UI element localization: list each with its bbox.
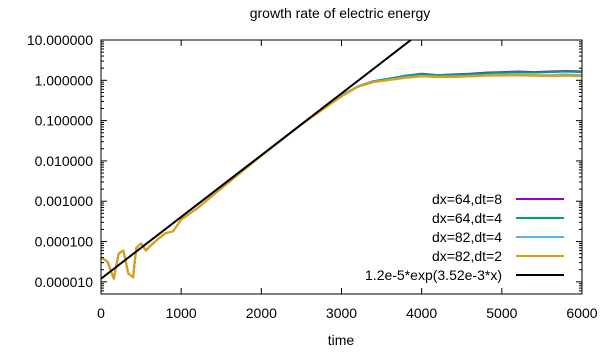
legend: dx=64,dt=8 dx=64,dt=4 dx=82,dt=4 dx=82,dt=2… — [365, 191, 564, 283]
y-tick-label: 0.010000 — [35, 153, 94, 169]
series-line-1 — [101, 70, 582, 280]
series-line-5 — [101, 40, 413, 280]
y-tick-label: 0.000100 — [35, 234, 94, 250]
series-line-4 — [101, 74, 582, 280]
x-tick-label: 3000 — [326, 305, 357, 321]
x-axis: 0 1000 2000 3000 4000 5000 6000 — [97, 40, 598, 321]
series-line-3 — [101, 73, 582, 280]
y-tick-label: 1.000000 — [35, 72, 94, 88]
legend-label: dx=64,dt=8 — [432, 191, 502, 207]
chart-title: growth rate of electric energy — [250, 5, 431, 21]
plot-frame — [100, 39, 583, 295]
x-tick-label: 0 — [97, 305, 105, 321]
x-tick-label: 2000 — [246, 305, 277, 321]
legend-label: dx=82,dt=2 — [432, 248, 502, 264]
y-tick-label: 0.100000 — [35, 113, 94, 129]
x-tick-label: 1000 — [166, 305, 197, 321]
y-tick-label: 10.000000 — [27, 32, 93, 48]
series-line-2 — [101, 70, 582, 280]
legend-label: 1.2e-5*exp(3.52e-3*x) — [365, 267, 502, 283]
legend-label: dx=82,dt=4 — [432, 229, 502, 245]
y-tick-label: 0.000010 — [35, 274, 94, 290]
x-tick-label: 6000 — [566, 305, 597, 321]
legend-label: dx=64,dt=4 — [432, 210, 502, 226]
x-axis-label: time — [328, 332, 355, 348]
x-tick-label: 5000 — [486, 305, 517, 321]
y-tick-label: 0.001000 — [35, 193, 94, 209]
x-tick-label: 4000 — [406, 305, 437, 321]
y-axis: 0.000010 0.000100 0.001000 0.010000 0.100000… — [27, 32, 582, 292]
plot-lines — [101, 40, 582, 280]
